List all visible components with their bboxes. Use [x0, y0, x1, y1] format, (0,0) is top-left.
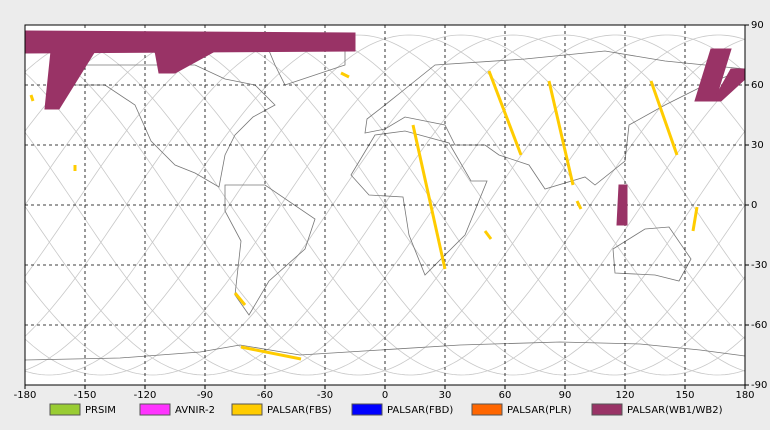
y-tick-label: -90 [751, 380, 767, 391]
swath-polygon [616, 184, 628, 226]
x-tick-label: -60 [257, 390, 273, 401]
orbit-track [24, 34, 746, 376]
swath-line [233, 292, 247, 306]
swath-line [340, 71, 350, 79]
legend-label: PALSAR(FBD) [387, 405, 453, 416]
swath-line [411, 124, 447, 270]
y-tick-label: 90 [751, 20, 764, 31]
swath-line [29, 94, 35, 102]
legend-swatch [351, 403, 383, 416]
swath-polygon [24, 30, 356, 54]
swath-line [547, 80, 575, 186]
axes: -180 -150 -120 -90 -60 -30 0 30 60 90 120 150 180-90… [14, 20, 768, 401]
coast-eurasia [364, 50, 746, 190]
legend-swatch [471, 403, 503, 416]
x-tick-label: 60 [499, 390, 512, 401]
legend-swatch [139, 403, 171, 416]
x-tick-label: -120 [134, 390, 157, 401]
swath-line [691, 206, 699, 232]
x-tick-label: 120 [615, 390, 634, 401]
legend: PRSIM AVNIR-2 PALSAR(FBS) PALSAR(FBD) PALSAR… [49, 403, 723, 416]
swath-polygon [154, 50, 216, 74]
coast-africa [350, 130, 488, 276]
coast-australia [612, 226, 692, 282]
x-tick-label: 150 [675, 390, 694, 401]
y-tick-label: 30 [751, 140, 764, 151]
x-tick-label: -90 [197, 390, 213, 401]
swath-polygon [712, 68, 746, 102]
legend-swatch [591, 403, 623, 416]
y-tick-label: 0 [751, 200, 757, 211]
y-tick-label: -30 [751, 260, 767, 271]
swath-line [649, 80, 679, 156]
swath-line [483, 230, 493, 240]
legend-swatch [231, 403, 263, 416]
legend-label: PRSIM [85, 405, 116, 416]
x-tick-label: 30 [439, 390, 452, 401]
coastlines [24, 40, 746, 361]
swath-line [487, 70, 523, 156]
coast-antarctica [24, 341, 746, 361]
legend-label: AVNIR-2 [175, 405, 215, 416]
x-tick-label: 90 [559, 390, 572, 401]
x-tick-label: 180 [735, 390, 754, 401]
x-tick-label: 0 [382, 390, 388, 401]
swath-line [240, 345, 302, 361]
legend-label: PALSAR(PLR) [507, 405, 572, 416]
swath-line [575, 200, 583, 210]
legend-label: PALSAR(WB1/WB2) [627, 405, 723, 416]
swaths [24, 30, 746, 361]
y-tick-label: 60 [751, 80, 764, 91]
legend-label: PALSAR(FBS) [267, 405, 332, 416]
orbit-track [24, 34, 746, 376]
x-tick-label: -150 [74, 390, 97, 401]
legend-swatch [49, 403, 81, 416]
x-tick-label: -180 [14, 390, 37, 401]
coast-south-america [224, 184, 316, 316]
x-tick-label: -30 [317, 390, 333, 401]
y-tick-label: -60 [751, 320, 767, 331]
swath-polygon [44, 50, 96, 110]
